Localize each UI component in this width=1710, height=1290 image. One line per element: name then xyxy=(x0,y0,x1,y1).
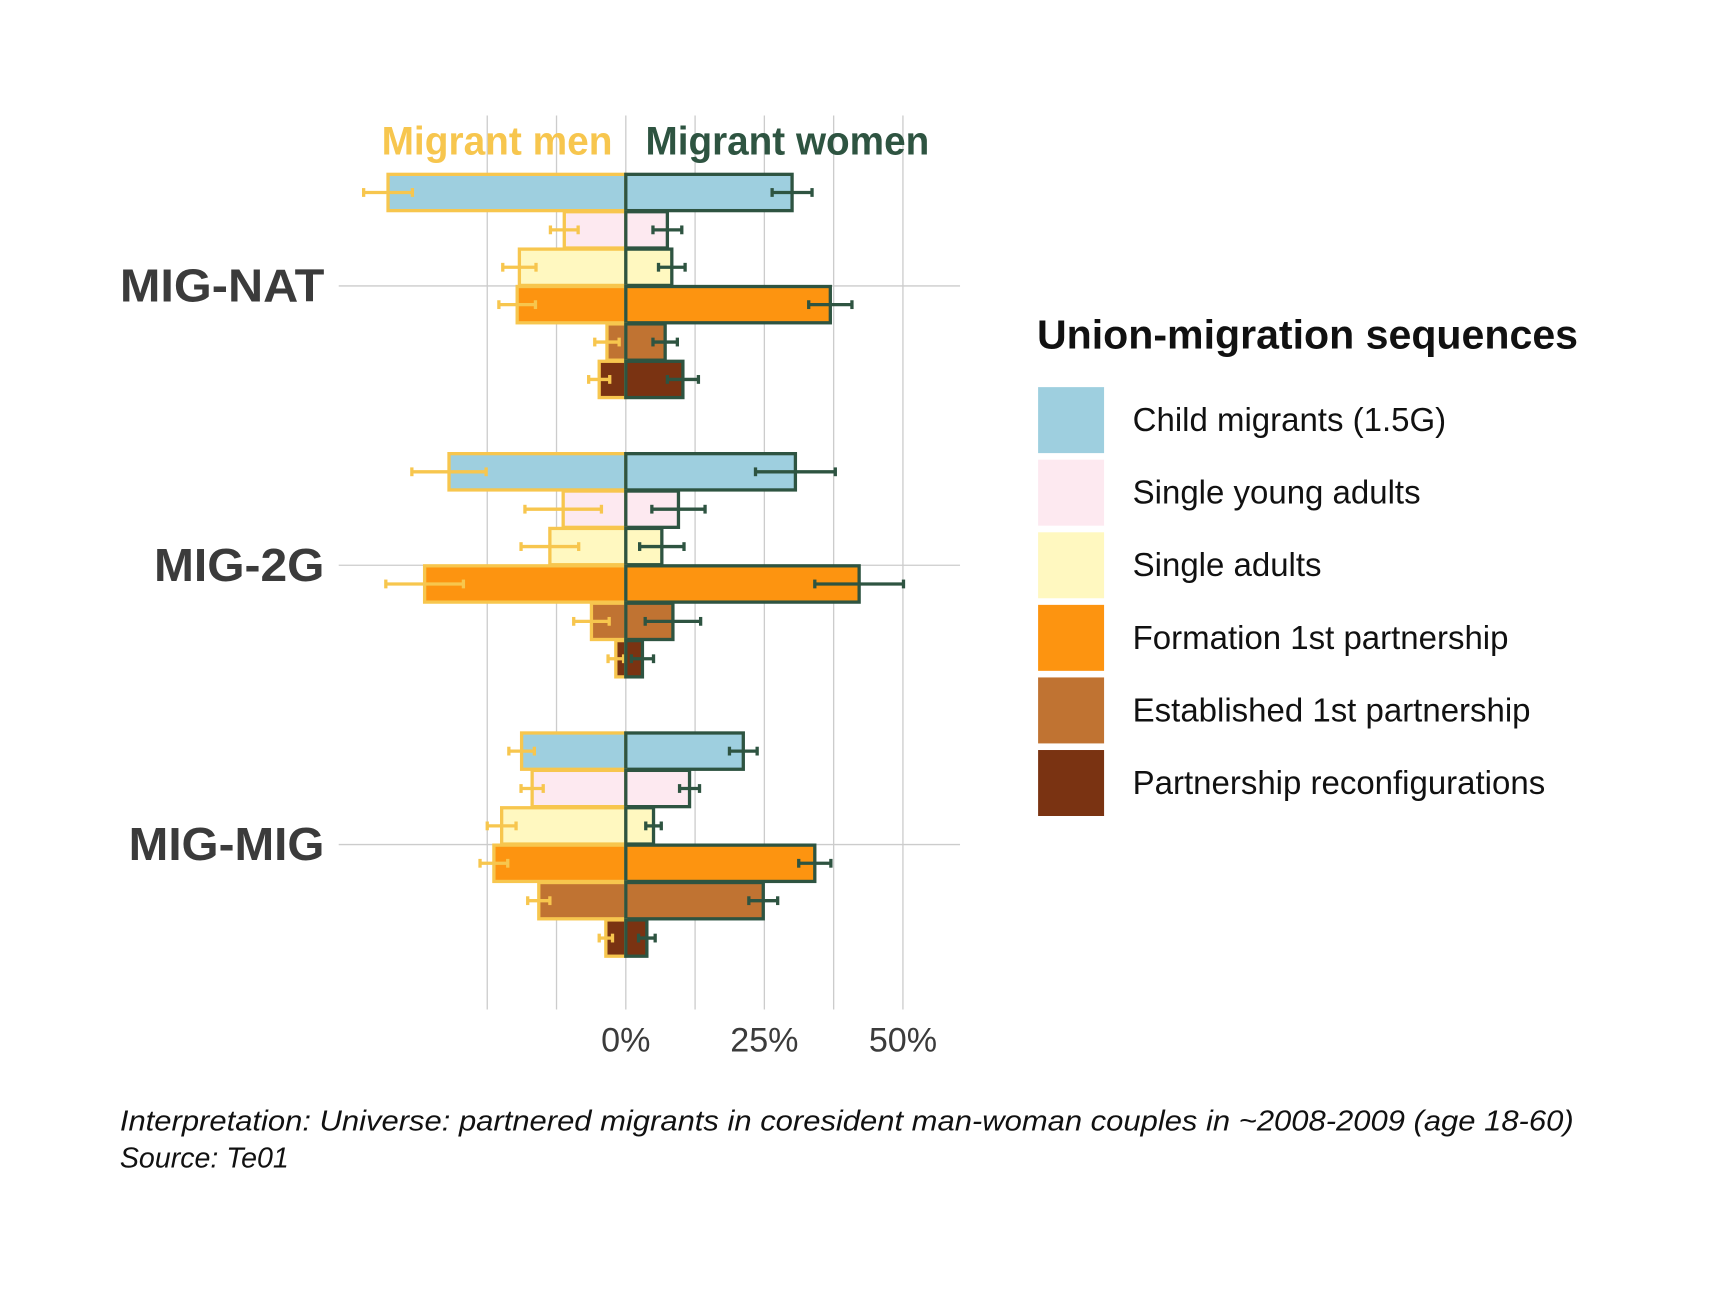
error-bar xyxy=(593,337,621,347)
bar xyxy=(624,172,794,213)
x-tick-label: 25% xyxy=(730,1022,798,1060)
category-label: MIG-NAT xyxy=(120,259,325,311)
bar xyxy=(624,284,832,325)
side-label: Migrant men xyxy=(382,120,613,164)
bar xyxy=(624,843,817,884)
error-bar xyxy=(497,300,538,310)
error-bar xyxy=(753,467,837,477)
legend-label: Formation 1st partnership xyxy=(1133,619,1509,656)
error-bar xyxy=(747,896,780,906)
error-bar xyxy=(665,375,701,384)
error-bar xyxy=(651,225,684,235)
category-label: MIG-2G xyxy=(154,539,324,591)
error-bar xyxy=(597,933,615,943)
legend-label: Partnership reconfigurations xyxy=(1133,764,1546,801)
bar xyxy=(530,768,628,809)
x-tick-label: 0% xyxy=(601,1022,650,1060)
legend-swatch xyxy=(1038,387,1105,454)
error-bar xyxy=(770,188,814,197)
error-bar xyxy=(807,300,854,310)
bar xyxy=(624,731,745,771)
error-bar xyxy=(797,858,833,868)
legend-swatch xyxy=(1038,459,1105,526)
caption: Interpretation: Universe: partnered migr… xyxy=(120,1105,1574,1137)
legend-label: Established 1st partnership xyxy=(1133,691,1531,728)
legend-swatch xyxy=(1038,532,1105,599)
x-tick-label: 50% xyxy=(869,1022,937,1060)
error-bar xyxy=(519,784,545,793)
error-bar xyxy=(677,784,702,793)
error-bar xyxy=(519,542,581,551)
error-bar xyxy=(410,467,488,477)
caption: Source: Te01 xyxy=(120,1143,289,1175)
error-bar xyxy=(507,746,537,756)
error-bar xyxy=(501,262,538,272)
legend-swatch xyxy=(1038,677,1105,744)
legend-swatch xyxy=(1038,604,1105,671)
error-bar xyxy=(606,654,626,664)
error-bar xyxy=(651,337,679,347)
error-bar xyxy=(478,858,510,868)
legend-title: Union-migration sequences xyxy=(1037,311,1578,357)
error-bar xyxy=(526,896,552,906)
error-bar xyxy=(572,616,611,626)
error-bar xyxy=(813,579,906,589)
legend-label: Child migrants (1.5G) xyxy=(1133,401,1446,438)
error-bar xyxy=(629,654,656,664)
error-bar xyxy=(727,746,759,756)
category-label: MIG-MIG xyxy=(129,818,325,870)
side-label: Migrant women xyxy=(646,120,930,164)
bar xyxy=(492,843,628,884)
error-bar xyxy=(644,821,663,831)
bar xyxy=(500,806,628,846)
legend-swatch xyxy=(1038,750,1105,816)
bar xyxy=(537,880,628,921)
error-bar xyxy=(636,933,657,943)
error-bar xyxy=(656,262,687,272)
error-bar xyxy=(587,375,612,384)
bar xyxy=(386,172,628,213)
error-bar xyxy=(361,188,415,197)
error-bar xyxy=(650,504,707,514)
error-bar xyxy=(643,616,703,626)
bar xyxy=(624,880,765,921)
error-bar xyxy=(548,225,580,235)
error-bar xyxy=(638,542,686,551)
legend-label: Single young adults xyxy=(1133,474,1421,511)
legend-label: Single adults xyxy=(1133,546,1322,583)
error-bar xyxy=(384,579,466,589)
error-bar xyxy=(523,504,604,514)
bar xyxy=(519,731,628,771)
error-bar xyxy=(485,821,518,831)
